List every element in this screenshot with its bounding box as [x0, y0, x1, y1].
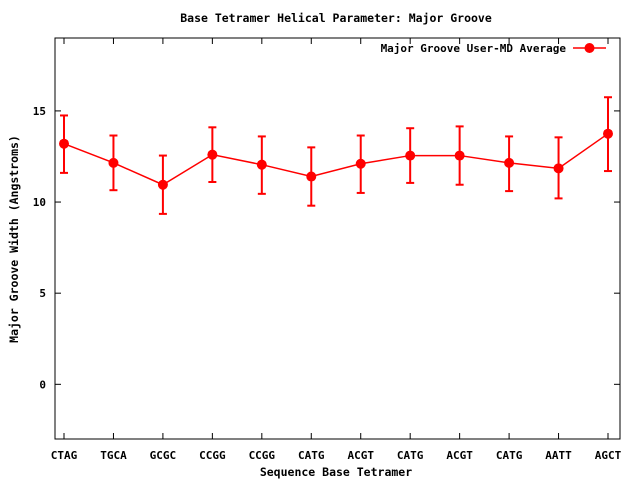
- x-tick-label: CATG: [397, 449, 424, 462]
- x-tick-label: CCGG: [249, 449, 276, 462]
- data-point: [207, 149, 218, 160]
- chart-title: Base Tetramer Helical Parameter: Major G…: [180, 11, 492, 25]
- x-tick-label: CATG: [496, 449, 523, 462]
- legend: Major Groove User-MD Average: [381, 42, 606, 55]
- data-point: [504, 157, 515, 168]
- x-tick-label: GCGC: [150, 449, 177, 462]
- x-axis: CTAG TGCA GCGC CCGG CCGG CATG ACGT CATG ACGT CATG…: [51, 38, 622, 462]
- legend-marker-swatch: [584, 43, 595, 53]
- y-tick-label: 0: [39, 378, 46, 391]
- y-axis-label: Major Groove Width (Angstroms): [7, 135, 21, 343]
- x-tick-label: TGCA: [100, 449, 127, 462]
- data-point: [157, 179, 168, 190]
- data-point: [355, 158, 366, 169]
- y-axis: 0 5 10 15: [33, 105, 620, 391]
- x-tick-label: AATT: [545, 449, 572, 462]
- data-point: [603, 128, 613, 139]
- x-tick-label: ACGT: [347, 449, 374, 462]
- series-layer: [59, 96, 613, 215]
- y-tick-label: 15: [33, 105, 46, 118]
- plot-frame: [54, 37, 621, 440]
- x-axis-label: Sequence Base Tetramer: [260, 465, 412, 479]
- x-tick-label: CCGG: [199, 449, 226, 462]
- x-tick-label: CTAG: [51, 449, 78, 462]
- y-tick-label: 5: [39, 287, 46, 300]
- series-line: [63, 133, 609, 186]
- legend-label: Major Groove User-MD Average: [381, 42, 567, 55]
- data-point: [454, 150, 465, 161]
- data-point: [405, 150, 416, 161]
- x-tick-label: CATG: [298, 449, 325, 462]
- data-point: [553, 163, 564, 174]
- y-tick-label: 10: [33, 196, 46, 209]
- x-tick-label: AGCT: [595, 449, 622, 462]
- data-point: [59, 138, 69, 149]
- x-tick-label: ACGT: [446, 449, 473, 462]
- data-point: [306, 171, 317, 182]
- data-point: [108, 157, 119, 168]
- data-point: [256, 159, 267, 170]
